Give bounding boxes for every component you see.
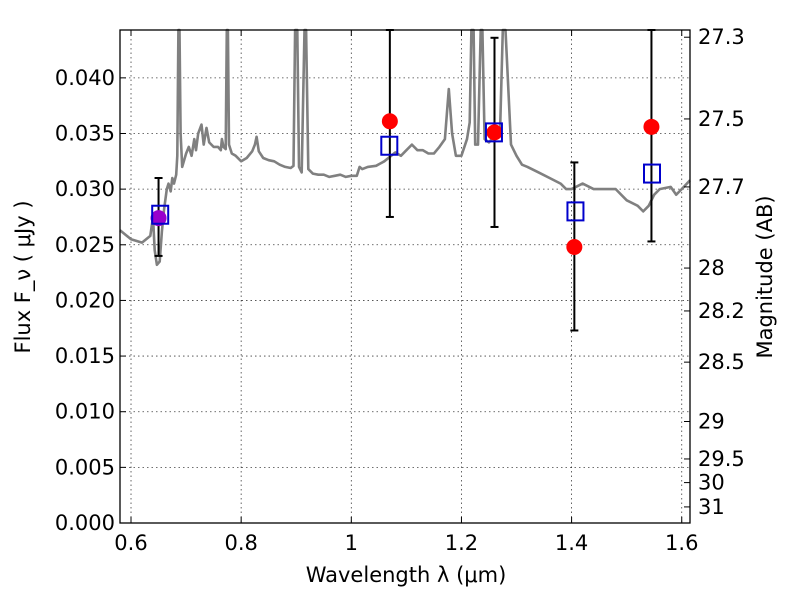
right-tick-label: 27.3 — [698, 25, 745, 49]
model-flux-square — [643, 163, 661, 184]
best-fit-point — [566, 239, 583, 256]
spectrum-line — [119, 28, 691, 267]
y-tick-label: 0.010 — [55, 400, 115, 424]
right-tick-label: 27.7 — [698, 175, 745, 199]
right-tick-label: 29.5 — [698, 447, 745, 471]
plot-frame — [119, 29, 691, 524]
best-fit-point — [381, 113, 398, 130]
y-axis-right-label: Magnitude (AB) — [753, 195, 777, 358]
x-tick-label: 1.6 — [665, 531, 698, 555]
y-tick-label: 0.020 — [55, 288, 115, 312]
grid — [120, 30, 690, 524]
y-tick-label: 0.035 — [55, 121, 115, 145]
y-tick-label: 0.000 — [55, 511, 115, 535]
model-flux-square — [151, 204, 170, 225]
best-fit-point — [486, 124, 503, 141]
y-tick-label: 0.005 — [55, 455, 115, 479]
x-tick-label: 1 — [345, 531, 358, 555]
detection-point — [150, 210, 167, 227]
right-tick-label: 31 — [698, 495, 725, 519]
right-tick-label: 27.5 — [698, 107, 745, 131]
spectrum-layer — [119, 28, 691, 267]
y-axis-label: Flux F_ν ( μJy ) — [11, 200, 36, 353]
right-tick-label: 29 — [698, 410, 725, 434]
marker-layer — [150, 113, 661, 256]
model-flux-square — [380, 135, 399, 156]
ticks: 0.6 0.8 1 1.2 1.4 1.6 0.000 0.005 0.010 0.015 0.02… — [55, 25, 745, 555]
x-tick-label: 1.4 — [555, 531, 588, 555]
x-tick-label: 0.8 — [224, 531, 257, 555]
x-tick-label: 0.6 — [114, 531, 147, 555]
x-tick-label: 1.2 — [445, 531, 478, 555]
right-tick-label: 28 — [698, 256, 725, 280]
model-flux-square — [484, 122, 503, 143]
best-fit-point — [643, 118, 660, 135]
right-tick-label: 28.5 — [698, 350, 745, 374]
y-tick-label: 0.040 — [55, 66, 115, 90]
y-tick-label: 0.015 — [55, 344, 115, 368]
y-tick-label: 0.030 — [55, 177, 115, 201]
model-flux-square — [566, 201, 585, 222]
y-tick-label: 0.025 — [55, 233, 115, 257]
right-tick-label: 30 — [698, 471, 725, 495]
x-axis-label: Wavelength λ (μm) — [306, 563, 507, 587]
right-tick-label: 28.2 — [698, 299, 745, 323]
